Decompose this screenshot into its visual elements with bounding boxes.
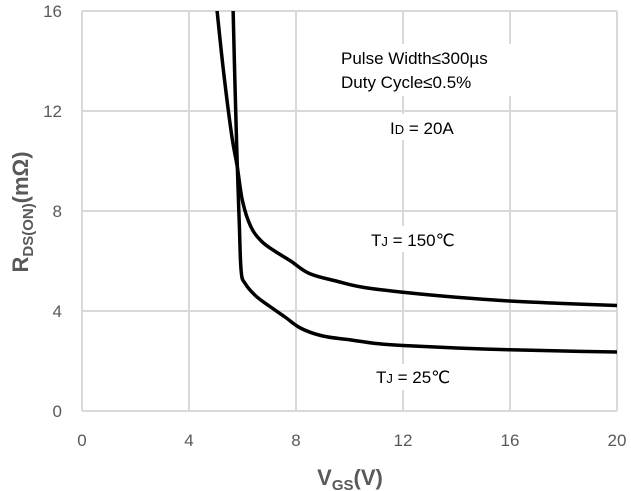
tj25-label: TJ = 25℃ (376, 368, 450, 387)
series-line-tj-25 (231, 11, 617, 354)
x-tick-label: 16 (501, 431, 520, 450)
x-axis-title-sub: GS (332, 477, 354, 491)
tick-labels: 0 4 8 12 16 20 0 4 8 12 16 (43, 2, 626, 450)
y-tick-label: 0 (53, 402, 62, 421)
tj150-label-bg (367, 226, 471, 252)
x-axis-title-rest: (V) (354, 465, 383, 490)
grid (81, 10, 618, 412)
x-axis-title-main: V (317, 465, 332, 490)
id-label-sub: D (395, 122, 404, 137)
x-tick-label: 12 (394, 431, 413, 450)
tj25-label-value: = 25℃ (393, 368, 450, 387)
series-layer (215, 11, 617, 354)
id-label-prefix: I (390, 119, 395, 138)
x-tick-label: 8 (291, 431, 300, 450)
tj150-label-prefix: T (371, 231, 381, 250)
duty-cycle-label: Duty Cycle≤0.5% (341, 73, 471, 92)
pulse-width-label: Pulse Width≤300µs (341, 49, 488, 68)
tj150-label-sub: J (381, 234, 388, 249)
y-axis-title-sub: DS(ON) (20, 203, 37, 256)
tj25-label-prefix: T (376, 368, 386, 387)
id-label-bg (385, 114, 475, 140)
id-label-value: = 20A (404, 119, 454, 138)
x-tick-label: 4 (184, 431, 193, 450)
id-label: ID = 20A (390, 119, 454, 138)
y-axis-title-main: R (8, 257, 33, 273)
tj25-label-bg (372, 364, 466, 390)
y-tick-label: 12 (43, 102, 62, 121)
tj25-label-sub: J (386, 371, 393, 386)
y-axis-title: RDS(ON)(mΩ) (8, 151, 37, 272)
y-axis-title-rest: (mΩ) (8, 151, 33, 203)
y-tick-label: 16 (43, 2, 62, 21)
y-tick-label: 8 (53, 202, 62, 221)
tj150-label-value: = 150℃ (388, 231, 455, 250)
y-tick-label: 4 (53, 302, 62, 321)
tj150-label: TJ = 150℃ (371, 231, 455, 250)
x-tick-label: 0 (77, 431, 86, 450)
x-tick-label: 20 (608, 431, 627, 450)
x-axis-title: VGS(V) (317, 465, 383, 491)
conditions-label-bg (330, 44, 512, 96)
